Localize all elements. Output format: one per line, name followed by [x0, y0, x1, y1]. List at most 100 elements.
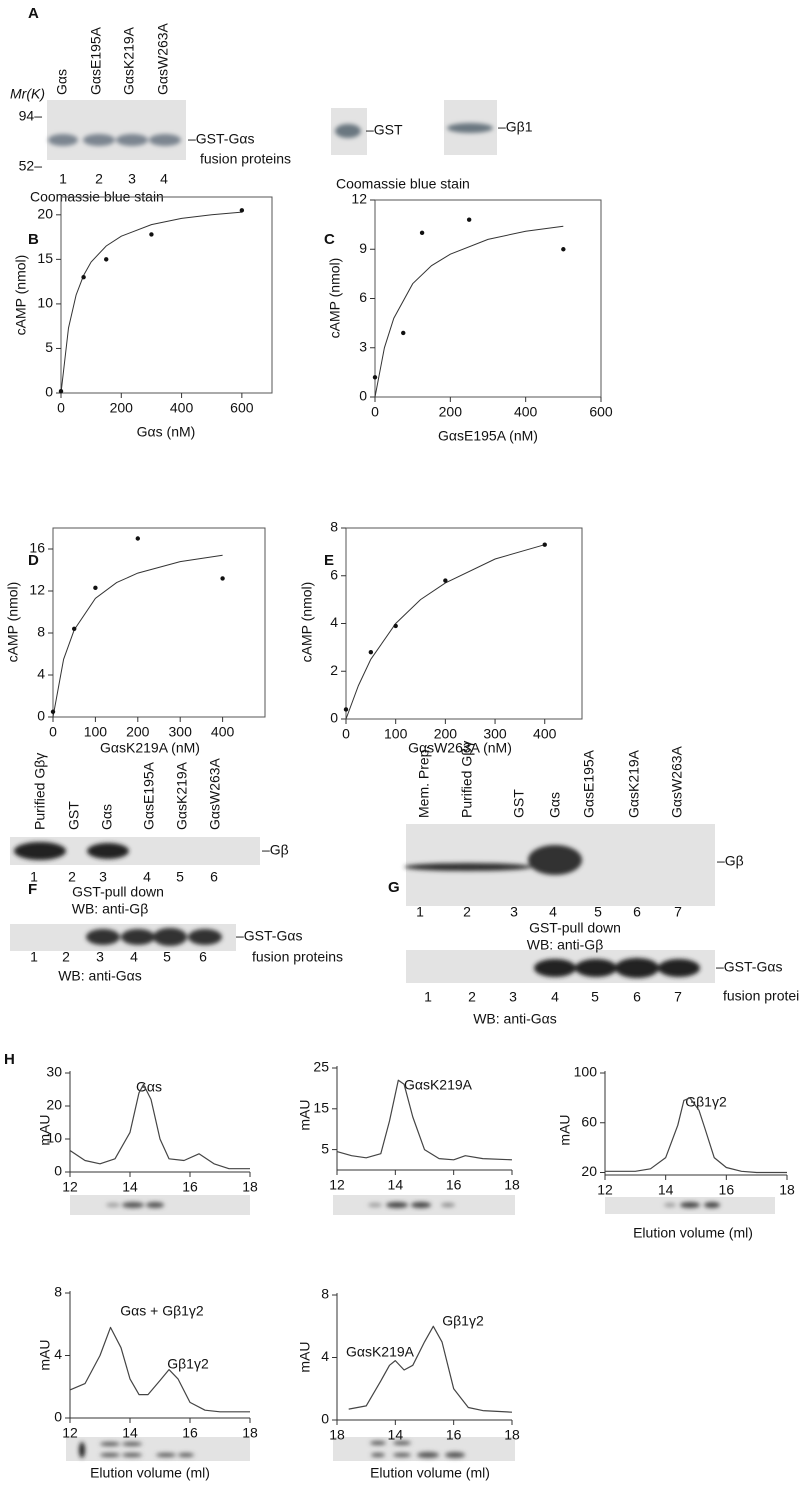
elution-trace	[69, 1083, 250, 1170]
y-tick-label: 6	[359, 289, 367, 305]
annotation: Gβ1γ2	[167, 1356, 209, 1372]
panel-label: E	[324, 552, 334, 569]
y-tick-label: 30	[46, 1064, 62, 1080]
lane-label: GαsW263A	[669, 745, 685, 818]
lane-number: 1	[416, 904, 424, 920]
fit-curve	[374, 225, 564, 398]
x-tick-label: 600	[230, 400, 254, 416]
lane-number: 2	[463, 904, 471, 920]
lane-number: 3	[509, 989, 517, 1005]
x-tick-label: 300	[169, 724, 193, 740]
caption: WB: anti-Gβ	[72, 901, 149, 917]
annotation: Gβ1γ2	[442, 1313, 484, 1329]
lane-label: GαsW263A	[155, 22, 171, 95]
y-tick-label: 12	[351, 191, 367, 207]
x-axis-label: Elution volume (ml)	[633, 1225, 753, 1241]
elution-trace	[69, 1326, 250, 1413]
data-point	[393, 623, 398, 629]
y-axis-label: mAU	[297, 1341, 313, 1372]
x-axis-label: Elution volume (ml)	[370, 1465, 490, 1481]
band-label: –GST-Gαs	[716, 959, 782, 975]
lane-label: GαsE195A	[581, 749, 597, 818]
x-tick-label: 400	[514, 404, 538, 420]
data-point	[239, 208, 245, 213]
x-tick-label: 18	[329, 1427, 345, 1443]
y-tick-label: 60	[581, 1113, 597, 1129]
lane-label: GST	[66, 801, 82, 830]
data-point	[466, 217, 472, 222]
y-axis-label: cAMP (nmol)	[5, 582, 21, 663]
y-tick-label: 3	[359, 338, 367, 354]
x-axis-label: GαsK219A (nM)	[100, 740, 200, 756]
y-tick-label: 8	[54, 1284, 62, 1300]
gel-g	[404, 824, 715, 983]
y-axis-label: cAMP (nmol)	[327, 258, 343, 339]
lane-number: 1	[30, 869, 38, 885]
panel-label: G	[388, 879, 400, 896]
lane-number: 5	[163, 949, 171, 965]
panel-label: B	[28, 231, 39, 248]
y-tick-label: 4	[37, 666, 45, 682]
lane-number: 3	[99, 869, 107, 885]
annotation: GαsK219A	[404, 1077, 473, 1093]
lane-number: 2	[68, 869, 76, 885]
y-tick-label: 10	[37, 295, 53, 311]
lane-number: 3	[96, 949, 104, 965]
y-tick-label: 16	[29, 540, 45, 556]
y-tick-label: 9	[359, 240, 367, 256]
y-tick-label: 8	[37, 624, 45, 640]
lane-label: GαsE195A	[141, 761, 157, 830]
lane-number: 1	[424, 989, 432, 1005]
y-tick-label: 10	[46, 1130, 62, 1146]
lane-number: 4	[160, 171, 168, 187]
x-tick-label: 400	[170, 400, 194, 416]
band-label: –GST-Gαs	[236, 928, 302, 944]
x-tick-label: 400	[533, 726, 557, 742]
lane-number: 6	[199, 949, 207, 965]
x-tick-label: 14	[122, 1179, 138, 1195]
lane-label: Gαs	[54, 69, 70, 95]
x-tick-label: 400	[211, 724, 235, 740]
x-tick-label: 0	[371, 404, 379, 420]
plot-frame	[52, 527, 266, 718]
fit-curve	[60, 211, 242, 394]
y-tick-label: 8	[321, 1286, 329, 1302]
plot-frame	[374, 199, 602, 398]
band-label: –Gβ	[717, 853, 744, 869]
caption: WB: anti-Gβ	[527, 937, 604, 953]
lane-number: 3	[128, 171, 136, 187]
band-label: –Gβ1	[498, 119, 533, 135]
y-tick-label: 20	[46, 1097, 62, 1113]
annotation: Gαs + Gβ1γ2	[120, 1303, 204, 1319]
data-point	[561, 247, 566, 252]
y-tick-label: 12	[29, 582, 45, 598]
elution-trace	[336, 1079, 513, 1161]
lane-number: 3	[510, 904, 518, 920]
y-tick-label: 20	[37, 206, 53, 222]
y-axis-label: mAU	[557, 1114, 573, 1145]
lane-number: 5	[176, 869, 184, 885]
x-tick-label: 16	[446, 1427, 462, 1443]
caption: GST-pull down	[529, 920, 621, 936]
x-tick-label: 14	[122, 1425, 138, 1441]
x-tick-label: 18	[504, 1177, 520, 1193]
x-tick-label: 18	[242, 1425, 258, 1441]
x-tick-label: 0	[57, 400, 65, 416]
x-tick-label: 600	[589, 404, 613, 420]
x-tick-label: 200	[110, 400, 134, 416]
panel-label: D	[28, 552, 39, 569]
x-tick-label: 12	[62, 1179, 78, 1195]
marker-label: 94–	[19, 108, 43, 124]
x-tick-label: 16	[182, 1179, 198, 1195]
x-tick-label: 100	[84, 724, 108, 740]
y-axis-label: mAU	[297, 1099, 313, 1130]
y-tick-label: 4	[321, 1348, 329, 1364]
x-axis-label: Gαs (nM)	[137, 424, 196, 440]
data-point	[368, 649, 374, 655]
lane-number: 6	[210, 869, 218, 885]
y-tick-label: 25	[313, 1059, 329, 1075]
band-label: fusion proteins	[723, 988, 800, 1004]
lane-number: 7	[674, 989, 682, 1005]
gel-h	[66, 1195, 775, 1461]
